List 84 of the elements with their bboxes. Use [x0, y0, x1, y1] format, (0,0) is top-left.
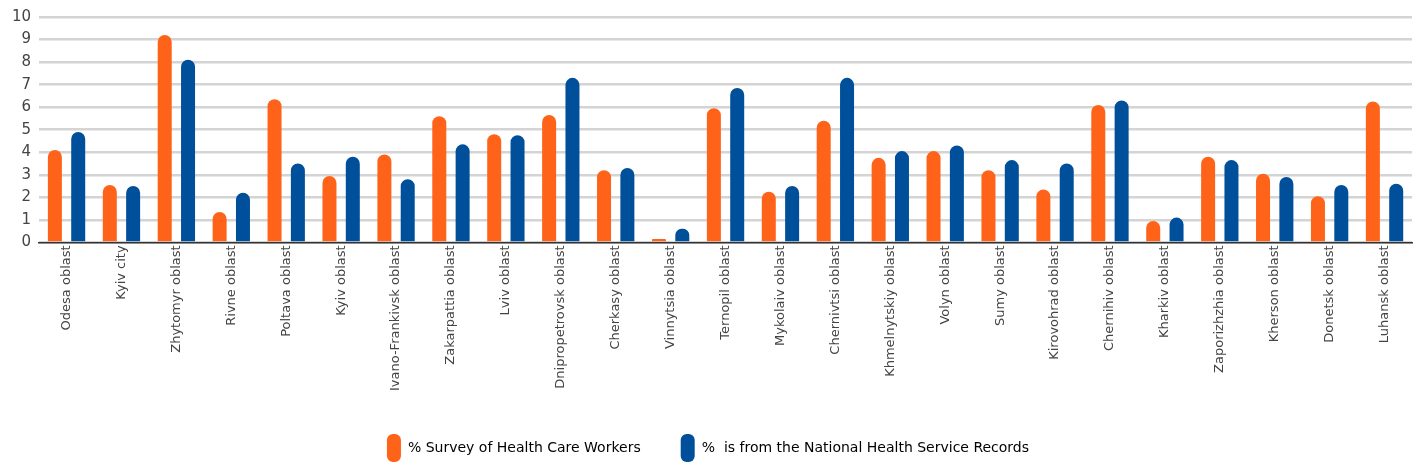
- y-tick-label: 8: [21, 51, 32, 70]
- legend-label: % is from the National Health Service Records: [701, 438, 1030, 455]
- bar: [816, 120, 831, 242]
- bar: [1114, 100, 1129, 242]
- bar: [1256, 173, 1271, 242]
- bar: [102, 184, 117, 242]
- x-tick-label: Kyiv oblast: [332, 245, 348, 316]
- bar: [1310, 196, 1325, 242]
- y-tick-label: 5: [21, 119, 32, 138]
- bar: [926, 151, 941, 242]
- bar: [620, 168, 635, 242]
- x-tick-label: Volyn oblast: [936, 245, 952, 325]
- bar: [1004, 160, 1019, 242]
- bar: [157, 35, 172, 242]
- bar: [597, 170, 612, 242]
- bar: [1036, 189, 1051, 242]
- bar: [949, 145, 964, 242]
- bar: [235, 192, 250, 242]
- bar: [400, 179, 415, 242]
- x-tick-label: Cherkasy oblast: [607, 245, 623, 350]
- bar: [565, 77, 580, 242]
- bar: [1334, 184, 1349, 242]
- bar: [1201, 156, 1216, 242]
- x-tick-label: Donetsk oblast: [1321, 245, 1336, 343]
- legend-label: % Survey of Health Care Workers: [407, 438, 641, 455]
- bar: [871, 157, 886, 242]
- bar: [377, 154, 392, 242]
- y-tick-label: 7: [21, 74, 32, 93]
- x-tick-label: Vinnytsia oblast: [662, 245, 677, 350]
- bar: [71, 131, 86, 242]
- x-tick-label: Lviv oblast: [497, 245, 513, 316]
- x-tick-label: Ternopil oblast: [716, 245, 732, 341]
- bar: [1389, 183, 1404, 242]
- bar: [432, 116, 447, 242]
- x-tick-label: Odesa oblast: [57, 245, 73, 331]
- y-tick-label: 1: [21, 209, 32, 228]
- bar: [706, 108, 721, 242]
- y-tick-label: 0: [21, 232, 32, 251]
- bar: [542, 115, 557, 242]
- bar: [267, 99, 282, 242]
- bar: [290, 163, 305, 242]
- x-tick-label: Kharkiv oblast: [1156, 245, 1172, 339]
- y-tick-label: 6: [21, 97, 32, 116]
- x-tick-label: Kherson oblast: [1266, 245, 1282, 343]
- x-tick-label: Chernivtsi oblast: [826, 245, 842, 355]
- bar: [212, 211, 227, 242]
- x-tick-label: Poltava oblast: [277, 245, 293, 337]
- bar: [761, 191, 776, 242]
- bar: [345, 156, 360, 242]
- bar: [47, 149, 62, 242]
- bar: [322, 175, 337, 242]
- bar: [730, 87, 745, 242]
- x-tick-label: Luhansk oblast: [1375, 245, 1391, 344]
- x-tick-label: Khmelnytskiy oblast: [881, 245, 897, 377]
- x-tick-label: Dnipropetrovsk oblast: [552, 245, 568, 389]
- bar: [126, 186, 141, 242]
- bar: [487, 134, 502, 242]
- bar: [455, 144, 470, 242]
- x-tick-label: Zhytomyr oblast: [167, 245, 183, 353]
- y-tick-label: 9: [21, 29, 32, 48]
- y-tick-label: 10: [11, 6, 32, 25]
- bar: [840, 77, 855, 242]
- bar: [785, 186, 800, 242]
- bar: [1091, 104, 1106, 242]
- x-tick-label: Mykolaiv oblast: [771, 245, 787, 346]
- bar: [1365, 101, 1380, 242]
- x-tick-label: Chernihiv oblast: [1101, 245, 1117, 351]
- bar: [894, 151, 909, 242]
- y-tick-label: 2: [21, 187, 32, 206]
- x-tick-label: Sumy oblast: [991, 245, 1007, 327]
- x-tick-label: Rivne oblast: [222, 245, 238, 326]
- bar: [1279, 177, 1294, 242]
- y-tick-label: 4: [21, 142, 32, 161]
- bar: [1059, 163, 1074, 242]
- bar: [181, 59, 196, 242]
- x-tick-label: Kirovohrad oblast: [1046, 245, 1062, 360]
- x-tick-label: Kyiv city: [112, 245, 128, 300]
- x-tick-label: Ivano-Frankivsk oblast: [387, 245, 403, 391]
- x-tick-label: Zakarpattia oblast: [442, 245, 458, 365]
- bar: [981, 170, 996, 242]
- y-tick-label: 3: [21, 164, 32, 183]
- x-tick-label: Zaporizhzhia oblast: [1211, 245, 1227, 373]
- bar: [1224, 160, 1239, 242]
- bar: [510, 135, 525, 242]
